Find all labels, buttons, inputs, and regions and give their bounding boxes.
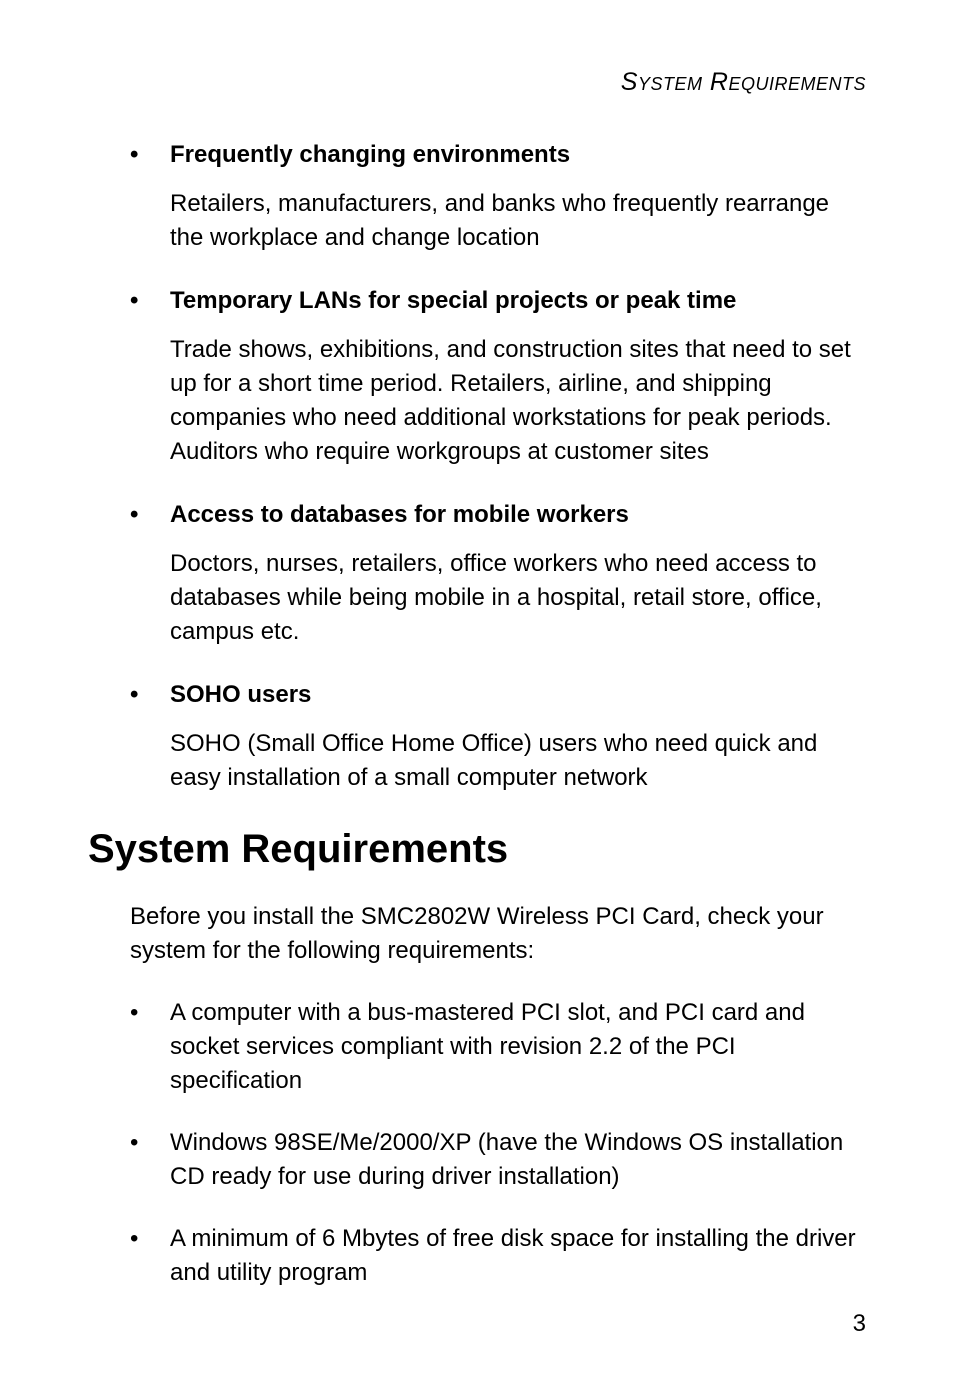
bullet-section-0: • Frequently changing environments Retai… [88, 141, 866, 255]
bullet-dot: • [130, 996, 170, 1098]
bullet-section-2: • Access to databases for mobile workers… [88, 501, 866, 649]
bullet-body: SOHO (Small Office Home Office) users wh… [88, 727, 866, 795]
section-heading: System Requirements [88, 827, 866, 872]
running-head: System Requirements [88, 68, 866, 97]
bullet-title: Frequently changing environments [170, 141, 570, 169]
requirement-item-2: • A minimum of 6 Mbytes of free disk spa… [88, 1222, 866, 1290]
bullet-dot: • [130, 287, 170, 315]
requirement-text: A computer with a bus-mastered PCI slot,… [170, 996, 866, 1098]
bullet-title: Temporary LANs for special projects or p… [170, 287, 736, 315]
bullet-dot: • [130, 141, 170, 169]
requirement-text: Windows 98SE/Me/2000/XP (have the Window… [170, 1126, 866, 1194]
bullet-title: SOHO users [170, 681, 311, 709]
requirement-item-1: • Windows 98SE/Me/2000/XP (have the Wind… [88, 1126, 866, 1194]
bullet-body: Trade shows, exhibitions, and constructi… [88, 333, 866, 469]
bullet-section-3: • SOHO users SOHO (Small Office Home Off… [88, 681, 866, 795]
requirement-text: A minimum of 6 Mbytes of free disk space… [170, 1222, 866, 1290]
intro-paragraph: Before you install the SMC2802W Wireless… [88, 900, 866, 968]
bullet-dot: • [130, 681, 170, 709]
bullet-dot: • [130, 501, 170, 529]
bullet-dot: • [130, 1126, 170, 1194]
bullet-title: Access to databases for mobile workers [170, 501, 629, 529]
requirement-item-0: • A computer with a bus-mastered PCI slo… [88, 996, 866, 1098]
page-number: 3 [853, 1310, 866, 1338]
bullet-body: Retailers, manufacturers, and banks who … [88, 187, 866, 255]
bullet-dot: • [130, 1222, 170, 1290]
bullet-body: Doctors, nurses, retailers, office worke… [88, 547, 866, 649]
bullet-section-1: • Temporary LANs for special projects or… [88, 287, 866, 469]
